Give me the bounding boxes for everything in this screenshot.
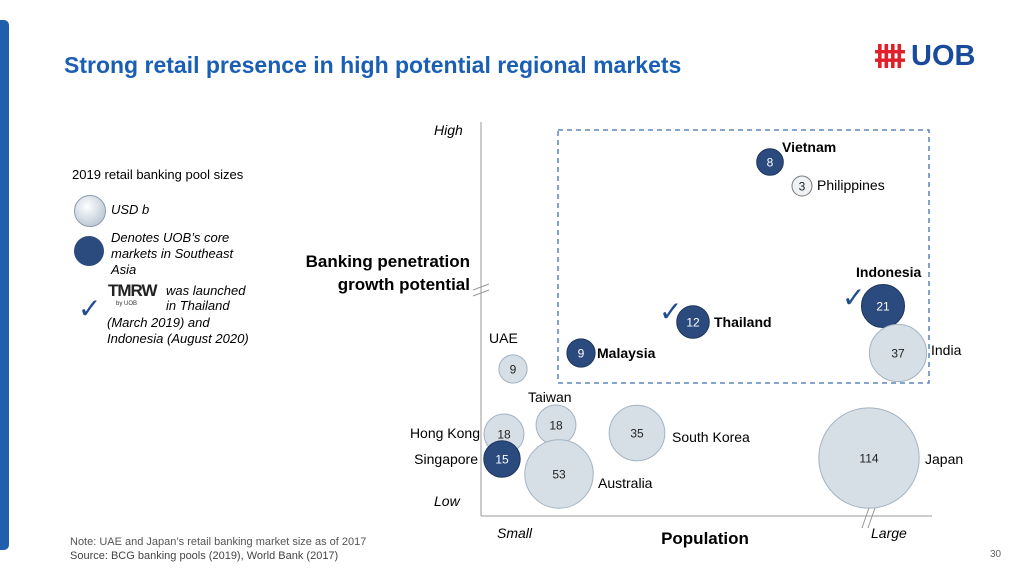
- bubble-japan: [818, 407, 920, 509]
- bubble-value-australia: 53: [552, 468, 566, 482]
- uob-logo-mark-icon: [875, 44, 905, 68]
- bubble-value-uae: 9: [510, 363, 517, 377]
- legend-size-bubble: [74, 195, 106, 227]
- y-axis-break-2: [472, 289, 490, 297]
- bubble-value-india: 37: [891, 347, 905, 361]
- tmrw-text-below-1: (March 2019) and: [107, 315, 210, 330]
- bubble-label-australia: Australia: [598, 475, 653, 491]
- legend-size-label: USD b: [111, 202, 150, 217]
- tmrw-logo: TMRW by UOB: [108, 282, 162, 314]
- left-accent-bar: [0, 20, 9, 550]
- bubble-indonesia: [860, 283, 906, 329]
- uob-logo: UOB: [875, 40, 975, 72]
- bubble-thailand: [676, 305, 710, 339]
- bubble-philippines: [791, 175, 813, 197]
- bubble-value-philippines: 3: [799, 180, 806, 194]
- bubble-south-korea: [608, 404, 666, 462]
- legend-check-icon: ✓: [78, 292, 102, 325]
- bubble-label-hong-kong: Hong Kong: [410, 425, 480, 441]
- x-axis-break-2: [867, 504, 877, 529]
- bubble-label-indonesia: Indonesia: [856, 264, 922, 280]
- bubble-label-vietnam: Vietnam: [782, 139, 836, 155]
- bubble-label-south-korea: South Korea: [672, 429, 750, 445]
- bubble-value-malaysia: 9: [578, 347, 585, 361]
- page-number: 30: [990, 549, 1002, 560]
- bubble-india: [868, 323, 928, 383]
- tmrw-sub: by UOB: [116, 301, 138, 307]
- page-title: Strong retail presence in high potential…: [64, 52, 682, 78]
- bubble-label-japan: Japan: [925, 451, 963, 467]
- bubble-malaysia: [566, 338, 596, 368]
- high-potential-box: [557, 129, 930, 384]
- bubble-value-hong-kong: 18: [497, 428, 511, 442]
- check-icon-thailand: ✓: [659, 295, 682, 328]
- bubble-vietnam: [756, 148, 784, 176]
- bubble-uae: [498, 354, 528, 384]
- y-axis-break-1: [472, 283, 490, 291]
- x-axis-small: Small: [497, 525, 533, 541]
- bubble-value-thailand: 12: [686, 316, 700, 330]
- logo-text: UOB: [911, 39, 976, 72]
- bubble-label-philippines: Philippines: [817, 177, 885, 193]
- bubble-value-singapore: 15: [495, 453, 509, 467]
- bubble-value-taiwan: 18: [549, 419, 563, 433]
- x-axis-large: Large: [871, 525, 907, 541]
- bubble-value-south-korea: 35: [630, 427, 644, 441]
- axes: [472, 122, 932, 529]
- bubble-singapore: [483, 440, 521, 478]
- tmrw-text-right-2: in Thailand: [166, 298, 230, 313]
- bubble-label-india: India: [931, 342, 962, 358]
- footnote-source: Source: BCG banking pools (2019), World …: [70, 550, 339, 562]
- bubble-label-singapore: Singapore: [414, 451, 478, 467]
- check-icon-indonesia: ✓: [842, 281, 865, 314]
- bubble-value-japan: 114: [859, 452, 878, 466]
- y-axis-title: Banking penetration growth potential: [305, 252, 470, 294]
- bubble-label-uae: UAE: [489, 330, 518, 346]
- tmrw-text-right-1: was launched: [166, 283, 246, 298]
- legend-heading: 2019 retail banking pool sizes: [72, 167, 244, 182]
- y-axis-low: Low: [434, 493, 460, 509]
- bubble-value-vietnam: 8: [767, 156, 774, 170]
- legend-core-label: Denotes UOB’s core markets in Southeast …: [111, 230, 234, 277]
- tmrw-brand: TMRW: [108, 281, 158, 300]
- x-axis-break-1: [861, 504, 871, 529]
- footnote-note: Note: UAE and Japan’s retail banking mar…: [70, 536, 367, 548]
- bubble-value-indonesia: 21: [876, 300, 890, 314]
- bubble-label-taiwan: Taiwan: [528, 389, 572, 405]
- y-axis-high: High: [434, 122, 463, 138]
- bubble-label-malaysia: Malaysia: [597, 345, 656, 361]
- bubble-label-thailand: Thailand: [714, 314, 772, 330]
- legend-core-bubble: [74, 236, 104, 266]
- x-axis-title: Population: [661, 529, 749, 548]
- tmrw-text-below-2: Indonesia (August 2020): [107, 331, 249, 346]
- bubble-australia: [524, 439, 594, 509]
